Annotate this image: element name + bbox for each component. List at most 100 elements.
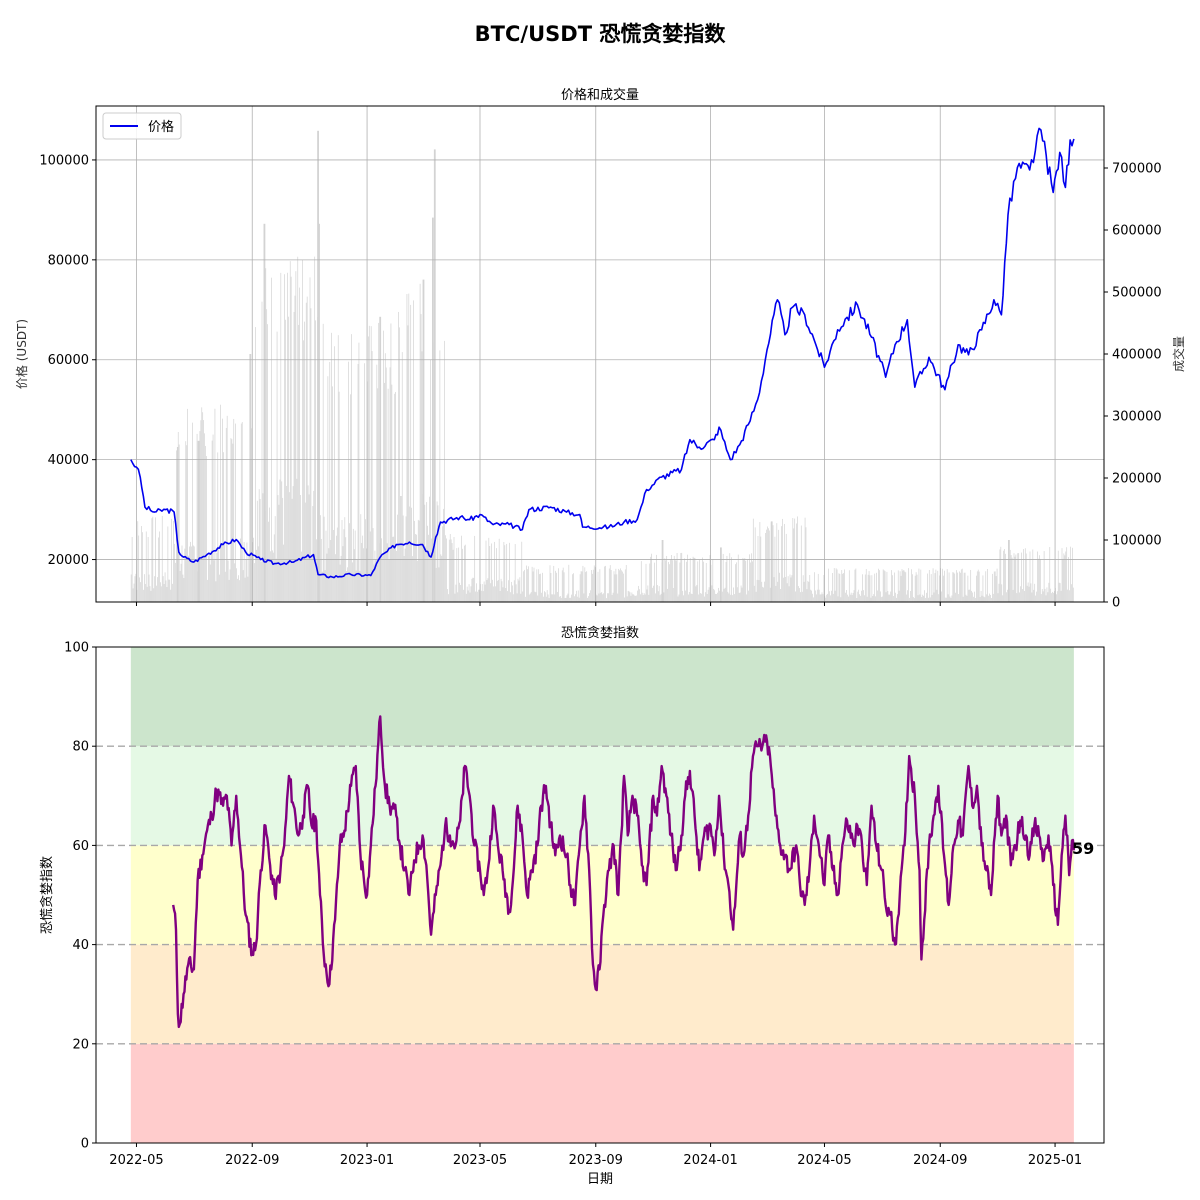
volume-bar — [645, 563, 647, 602]
volume-bar — [919, 594, 921, 602]
volume-bar — [759, 522, 761, 602]
volume-bar — [500, 578, 502, 602]
volume-bar — [230, 438, 232, 602]
volume-bar — [639, 589, 640, 602]
volume-bar — [439, 350, 441, 602]
volume-bar — [918, 568, 920, 602]
volume-bar — [985, 571, 987, 602]
volume-bar — [231, 439, 233, 602]
volume-bar — [1062, 558, 1064, 602]
volume-bar — [718, 587, 719, 602]
volume-bar — [520, 593, 522, 602]
volume-bar — [722, 553, 724, 602]
volume-bar — [327, 376, 329, 602]
volume-bar — [623, 573, 624, 602]
volume-bar — [896, 594, 898, 602]
volume-bar — [794, 518, 796, 602]
volume-bar — [240, 538, 241, 602]
volume-bar — [743, 559, 745, 602]
volume-bar — [585, 572, 587, 602]
volume-bar — [329, 361, 331, 602]
volume-bar — [704, 596, 705, 602]
volume-bar — [572, 574, 573, 602]
volume-bar — [181, 545, 183, 602]
volume-bar — [989, 593, 990, 602]
volume-bar — [732, 595, 733, 602]
volume-bar — [172, 583, 173, 602]
volume-bar — [368, 325, 370, 602]
volume-bar — [187, 408, 188, 602]
volume-bar — [1070, 546, 1071, 602]
volume-bar — [189, 546, 190, 602]
volume-bar — [871, 575, 873, 602]
volume-bar — [514, 544, 516, 602]
volume-bar — [792, 518, 794, 602]
volume-bar — [733, 587, 734, 602]
volume-bar — [385, 367, 387, 602]
volume-bar — [478, 589, 479, 602]
volume-bar — [192, 545, 194, 602]
volume-bar — [261, 301, 263, 602]
volume-bar — [497, 579, 499, 602]
volume-bar — [650, 556, 652, 602]
volume-bar — [764, 581, 765, 602]
sentiment-band — [130, 647, 1074, 747]
volume-bar — [135, 573, 137, 602]
volume-bar — [200, 420, 202, 602]
volume-bar — [624, 597, 625, 602]
volume-bar — [826, 594, 828, 602]
volume-bar — [180, 563, 182, 602]
volume-bar — [209, 564, 211, 602]
volume-bar — [1050, 588, 1052, 602]
volume-bar — [897, 570, 899, 602]
volume-bar — [171, 518, 172, 602]
volume-bar — [630, 595, 632, 602]
volume-bar — [159, 531, 160, 602]
volume-bar — [891, 570, 892, 602]
volume-bar — [628, 591, 630, 602]
volume-bar — [448, 539, 450, 602]
volume-bar — [867, 574, 869, 602]
volume-bar — [502, 587, 504, 602]
volume-bar — [693, 557, 695, 602]
volume-bar — [758, 580, 760, 602]
volume-bar — [930, 574, 932, 602]
sentiment-band — [130, 1043, 1074, 1143]
volume-bar — [700, 593, 701, 602]
volume-bar — [635, 595, 636, 602]
volume-bar — [361, 542, 363, 602]
volume-bar — [649, 563, 651, 602]
volume-bar — [822, 594, 824, 602]
volume-bar — [1017, 553, 1019, 602]
volume-bar — [281, 481, 283, 602]
volume-bar — [615, 568, 617, 602]
volume-bar — [844, 569, 845, 602]
volume-bar — [714, 590, 716, 602]
volume-bar — [672, 587, 674, 602]
volume-bar — [304, 321, 305, 602]
volume-bar — [606, 598, 607, 602]
volume-bar — [998, 583, 1000, 602]
volume-bar — [410, 304, 412, 602]
volume-bar — [182, 574, 184, 602]
volume-bar — [427, 525, 428, 602]
volume-bar — [970, 569, 972, 602]
volume-bar — [854, 569, 856, 602]
volume-bar — [238, 575, 239, 602]
volume-bar — [951, 595, 953, 602]
volume-bar — [336, 527, 338, 602]
volume-bar — [815, 590, 816, 602]
volume-bar — [303, 340, 304, 602]
volume-bar — [551, 594, 553, 602]
volume-bar — [675, 560, 677, 602]
volume-bar — [828, 568, 829, 602]
volume-bar — [761, 581, 763, 602]
volume-bar — [219, 574, 220, 602]
volume-bar — [1040, 558, 1041, 602]
volume-bar — [562, 567, 564, 602]
volume-bar — [362, 535, 364, 602]
volume-bar — [775, 585, 777, 602]
volume-bar — [934, 573, 936, 602]
volume-bar — [777, 581, 779, 602]
volume-bar — [413, 300, 414, 602]
